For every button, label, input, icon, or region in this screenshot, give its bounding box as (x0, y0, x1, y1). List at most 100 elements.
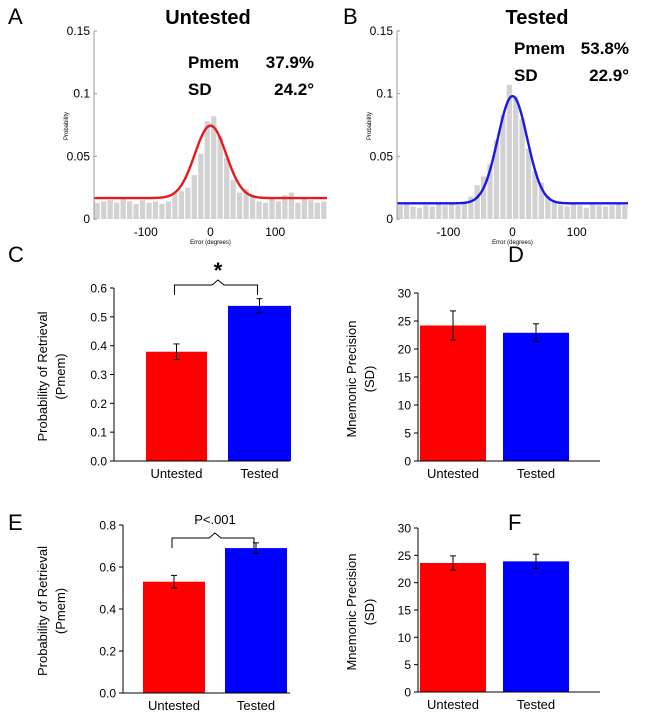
category-label-untested: Untested (148, 698, 200, 713)
panel-letter: F (508, 510, 521, 535)
histogram-bar (178, 191, 185, 219)
category-label-tested: Tested (237, 698, 275, 713)
y-tick-label: 0 (404, 455, 411, 469)
bar-tested (225, 548, 287, 693)
histogram-bar (107, 200, 113, 219)
error-bar-untested (450, 310, 456, 341)
histogram-bar (295, 202, 301, 219)
y-axis-label: (Pmem) (53, 353, 68, 399)
histogram-bar (513, 96, 519, 219)
y-tick-label: 0.05 (370, 149, 394, 163)
y-tick-label: 30 (398, 522, 412, 536)
bar-untested (143, 581, 205, 693)
y-tick-label: 0.6 (90, 282, 107, 296)
bar-untested (146, 351, 207, 461)
histogram-bar (622, 205, 628, 219)
error-bar-tested (256, 298, 263, 314)
error-bar-tested (533, 553, 539, 569)
histogram-bar (165, 201, 172, 219)
histogram-bar (461, 203, 467, 219)
y-tick-label: 0 (386, 212, 393, 226)
histogram-bar (230, 180, 236, 219)
panel-e: E 0.0 0.2 0.4 0.6 0.8 Untested Tested Probabilit… (8, 510, 290, 713)
histogram-bar (596, 205, 602, 219)
histogram-bar (404, 203, 410, 219)
histogram-bar (101, 201, 107, 219)
y-tick-label: 15 (398, 604, 412, 618)
y-axis-label: (Pmem) (53, 588, 68, 634)
histogram-bar (249, 196, 256, 219)
y-tick-label: 0.8 (99, 519, 116, 533)
chart-title: Untested (165, 7, 251, 29)
y-axis-label: Mnemonic Precision (344, 320, 359, 437)
y-tick-label: 15 (398, 371, 412, 385)
histogram-bar (211, 116, 217, 219)
y-tick-label: 0 (83, 212, 90, 226)
y-tick-label: 0.2 (99, 645, 116, 659)
category-label-untested: Untested (427, 466, 479, 481)
histogram-bar (538, 182, 544, 219)
histogram-bar (615, 203, 621, 219)
x-tick-label: 0 (207, 225, 214, 239)
category-label-untested: Untested (150, 466, 202, 481)
histogram-bar (474, 185, 480, 219)
histogram-bar (288, 192, 295, 219)
histogram-bar (94, 202, 100, 219)
histogram-bar (314, 202, 320, 219)
histogram-bar (321, 201, 327, 219)
panel-letter: B (343, 4, 358, 29)
significance-label: P<.001 (194, 512, 236, 527)
y-tick-label: 0.4 (90, 339, 107, 353)
y-tick-label: 0.2 (90, 397, 107, 411)
panel-letter: C (8, 242, 24, 267)
x-axis-label: Error (degrees) (492, 240, 533, 246)
y-tick-label: 10 (398, 399, 412, 413)
histogram-bar (570, 203, 577, 219)
significance-bracket (171, 532, 255, 548)
histogram-bar (198, 153, 204, 219)
histogram-bar (468, 196, 474, 219)
panel-d: D 0 5 10 15 20 25 30 Untested Tested Mnemonic Prec… (344, 242, 600, 481)
category-label-untested: Untested (427, 697, 479, 712)
category-label-tested: Tested (517, 697, 555, 712)
y-tick-label: 20 (398, 343, 412, 357)
y-tick-label: 0.5 (90, 310, 107, 324)
y-tick-label: 20 (398, 576, 412, 590)
histogram-bar (204, 121, 210, 219)
histogram-bar (256, 201, 262, 219)
histogram-bar (545, 196, 551, 219)
y-tick-label: 10 (398, 631, 412, 645)
bar-tested (503, 561, 569, 692)
panel-letter: D (508, 242, 524, 267)
histogram-bar (269, 198, 275, 219)
y-tick-label: 0.1 (376, 87, 393, 101)
y-tick-label: 30 (398, 287, 412, 301)
y-axis-label: Probability (64, 112, 70, 140)
histogram-bar (442, 205, 448, 219)
y-tick-label: 25 (398, 549, 412, 563)
y-axis-label: Probability of Retrieval (35, 311, 50, 441)
error-bar-untested (173, 343, 180, 361)
histogram-bar (564, 206, 570, 219)
stat-label-pmem: Pmem (188, 53, 239, 72)
histogram-bar (120, 198, 126, 219)
histogram-bar (217, 136, 223, 219)
histogram-bar (191, 175, 197, 219)
chart-title: Tested (506, 7, 569, 29)
y-axis-label: Mnemonic Precision (344, 553, 359, 670)
significance-bracket (174, 279, 258, 295)
histogram-bar (583, 207, 589, 219)
stat-label-pmem: Pmem (514, 39, 565, 58)
category-label-tested: Tested (240, 466, 278, 481)
y-tick-label: 0.3 (90, 368, 107, 382)
y-tick-label: 0 (404, 686, 411, 700)
histogram-bar (590, 203, 596, 219)
panel-b: B Tested 0 0.05 0.1 0.15 -100 0 100 Error (degree… (343, 4, 629, 246)
histogram-bar (236, 192, 243, 219)
x-tick-label: -100 (134, 225, 158, 239)
y-axis-label: (SD) (362, 366, 377, 393)
error-bar-untested (450, 555, 456, 571)
y-tick-label: 0.15 (370, 24, 394, 38)
histogram-bar (558, 205, 564, 219)
y-tick-label: 5 (404, 427, 411, 441)
